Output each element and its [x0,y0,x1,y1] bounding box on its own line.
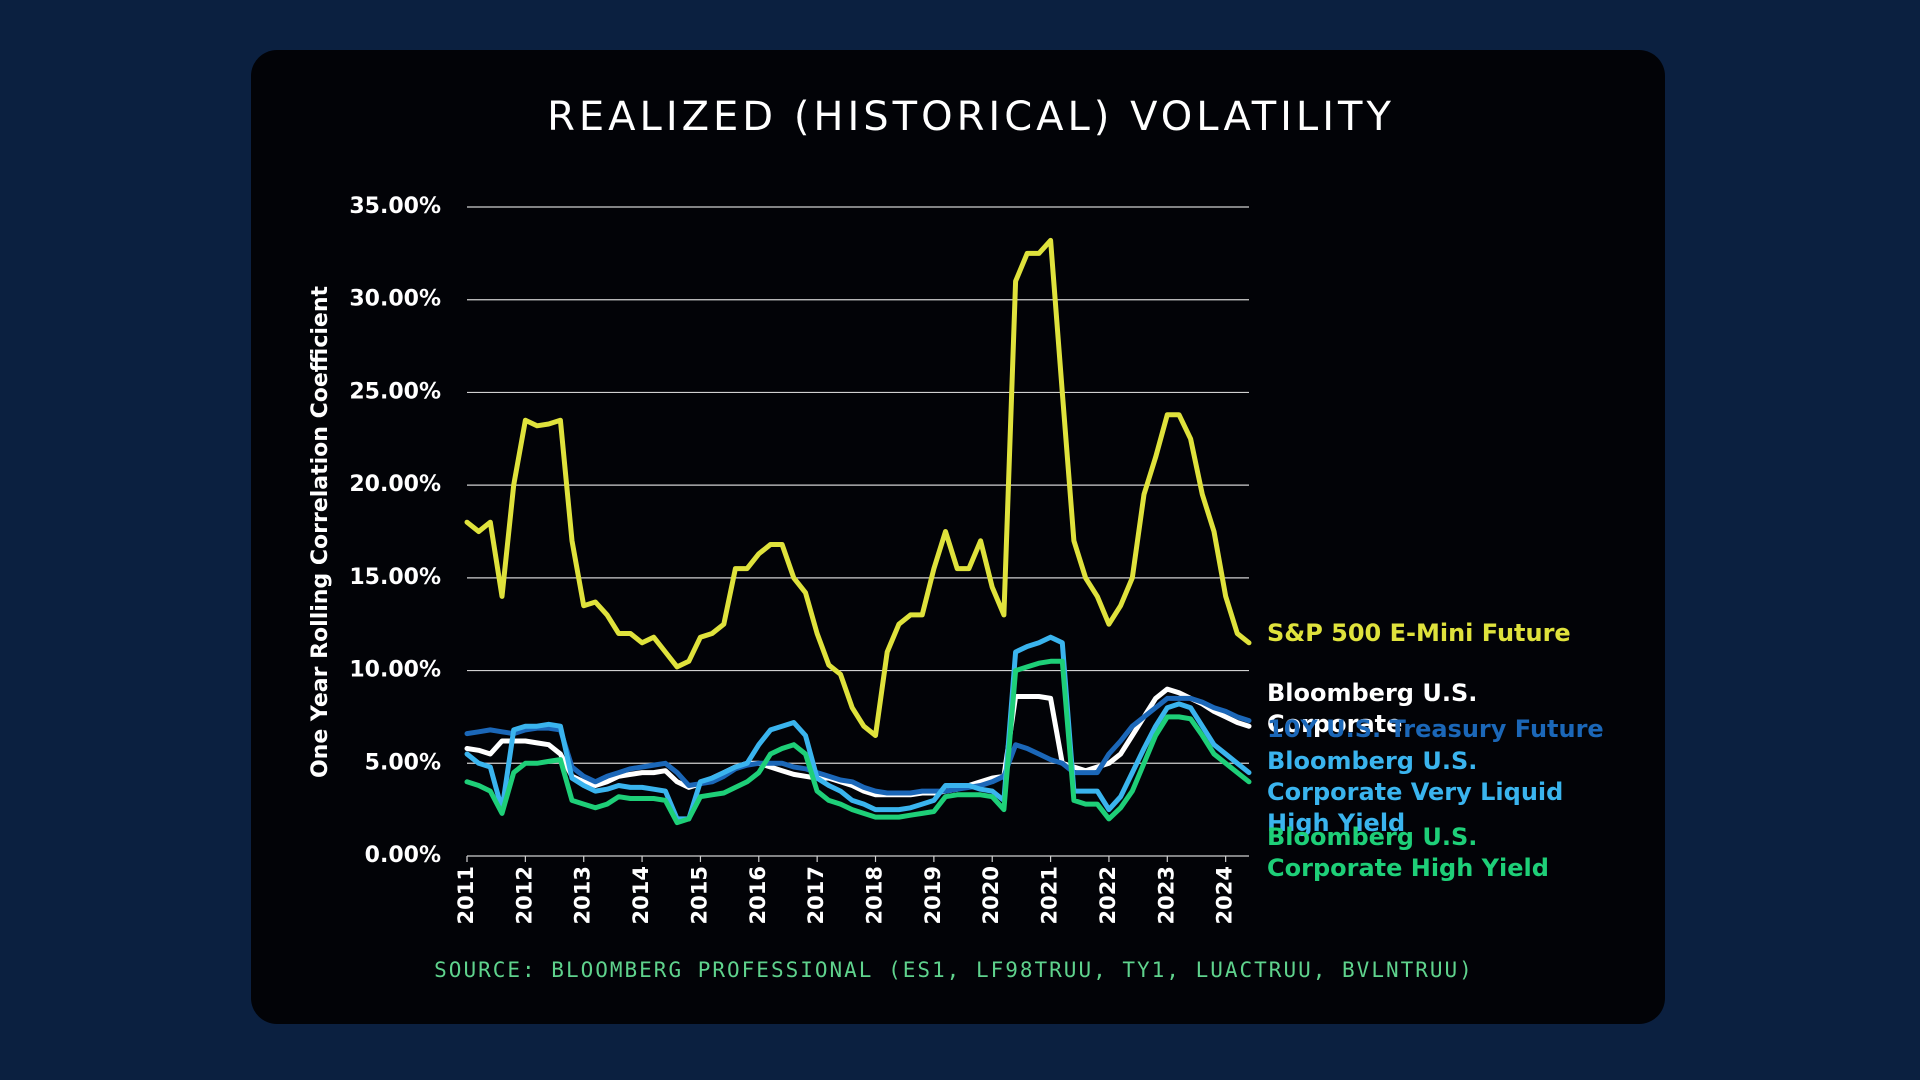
chart-title: REALIZED (HISTORICAL) VOLATILITY [547,94,1395,140]
y-tick-label: 15.00% [349,565,441,590]
x-tick-label: 2012 [512,866,536,924]
x-tick-label: 2024 [1213,866,1237,924]
legend-entry: Bloomberg U.S. Corporate [1267,679,1478,738]
legend-entry: S&P 500 E-Mini Future [1267,619,1571,647]
x-tick-label: 2015 [687,866,711,924]
x-tick-label: 2014 [629,866,653,924]
x-tick-label: 2013 [571,866,595,924]
legend-entry: Bloomberg U.S. Corporate High Yield [1267,823,1549,882]
series-line [464,695,1252,796]
x-tick-label: 2020 [979,866,1003,924]
x-tick-label: 2018 [863,866,887,924]
series-line [464,634,1252,822]
x-tick-label: 2022 [1096,866,1120,924]
series-line [464,237,1252,738]
x-tick-label: 2017 [804,866,828,924]
y-tick-label: 25.00% [349,379,441,404]
x-tick-label: 2016 [746,866,770,924]
series-line [464,686,1252,798]
y-tick-label: 10.00% [349,658,441,683]
y-tick-label: 35.00% [349,194,441,219]
y-tick-label: 20.00% [349,472,441,497]
y-tick-label: 5.00% [365,750,441,775]
x-tick-label: 2019 [921,866,945,924]
x-tick-label: 2011 [454,866,478,924]
y-axis-label: One Year Rolling Correlation Coefficient [308,286,333,779]
source-note: SOURCE: BLOOMBERG PROFESSIONAL (ES1, LF9… [434,958,1474,982]
x-tick-label: 2023 [1154,866,1178,924]
legend-entry: 10Y U.S. Treasury Future [1267,715,1604,743]
legend-entry: Bloomberg U.S. Corporate Very Liquid Hig… [1267,747,1564,837]
x-tick-label: 2021 [1038,866,1062,924]
chart-card [251,50,1665,1024]
y-tick-label: 0.00% [365,843,441,868]
series-line [464,658,1252,826]
y-tick-label: 30.00% [349,287,441,312]
